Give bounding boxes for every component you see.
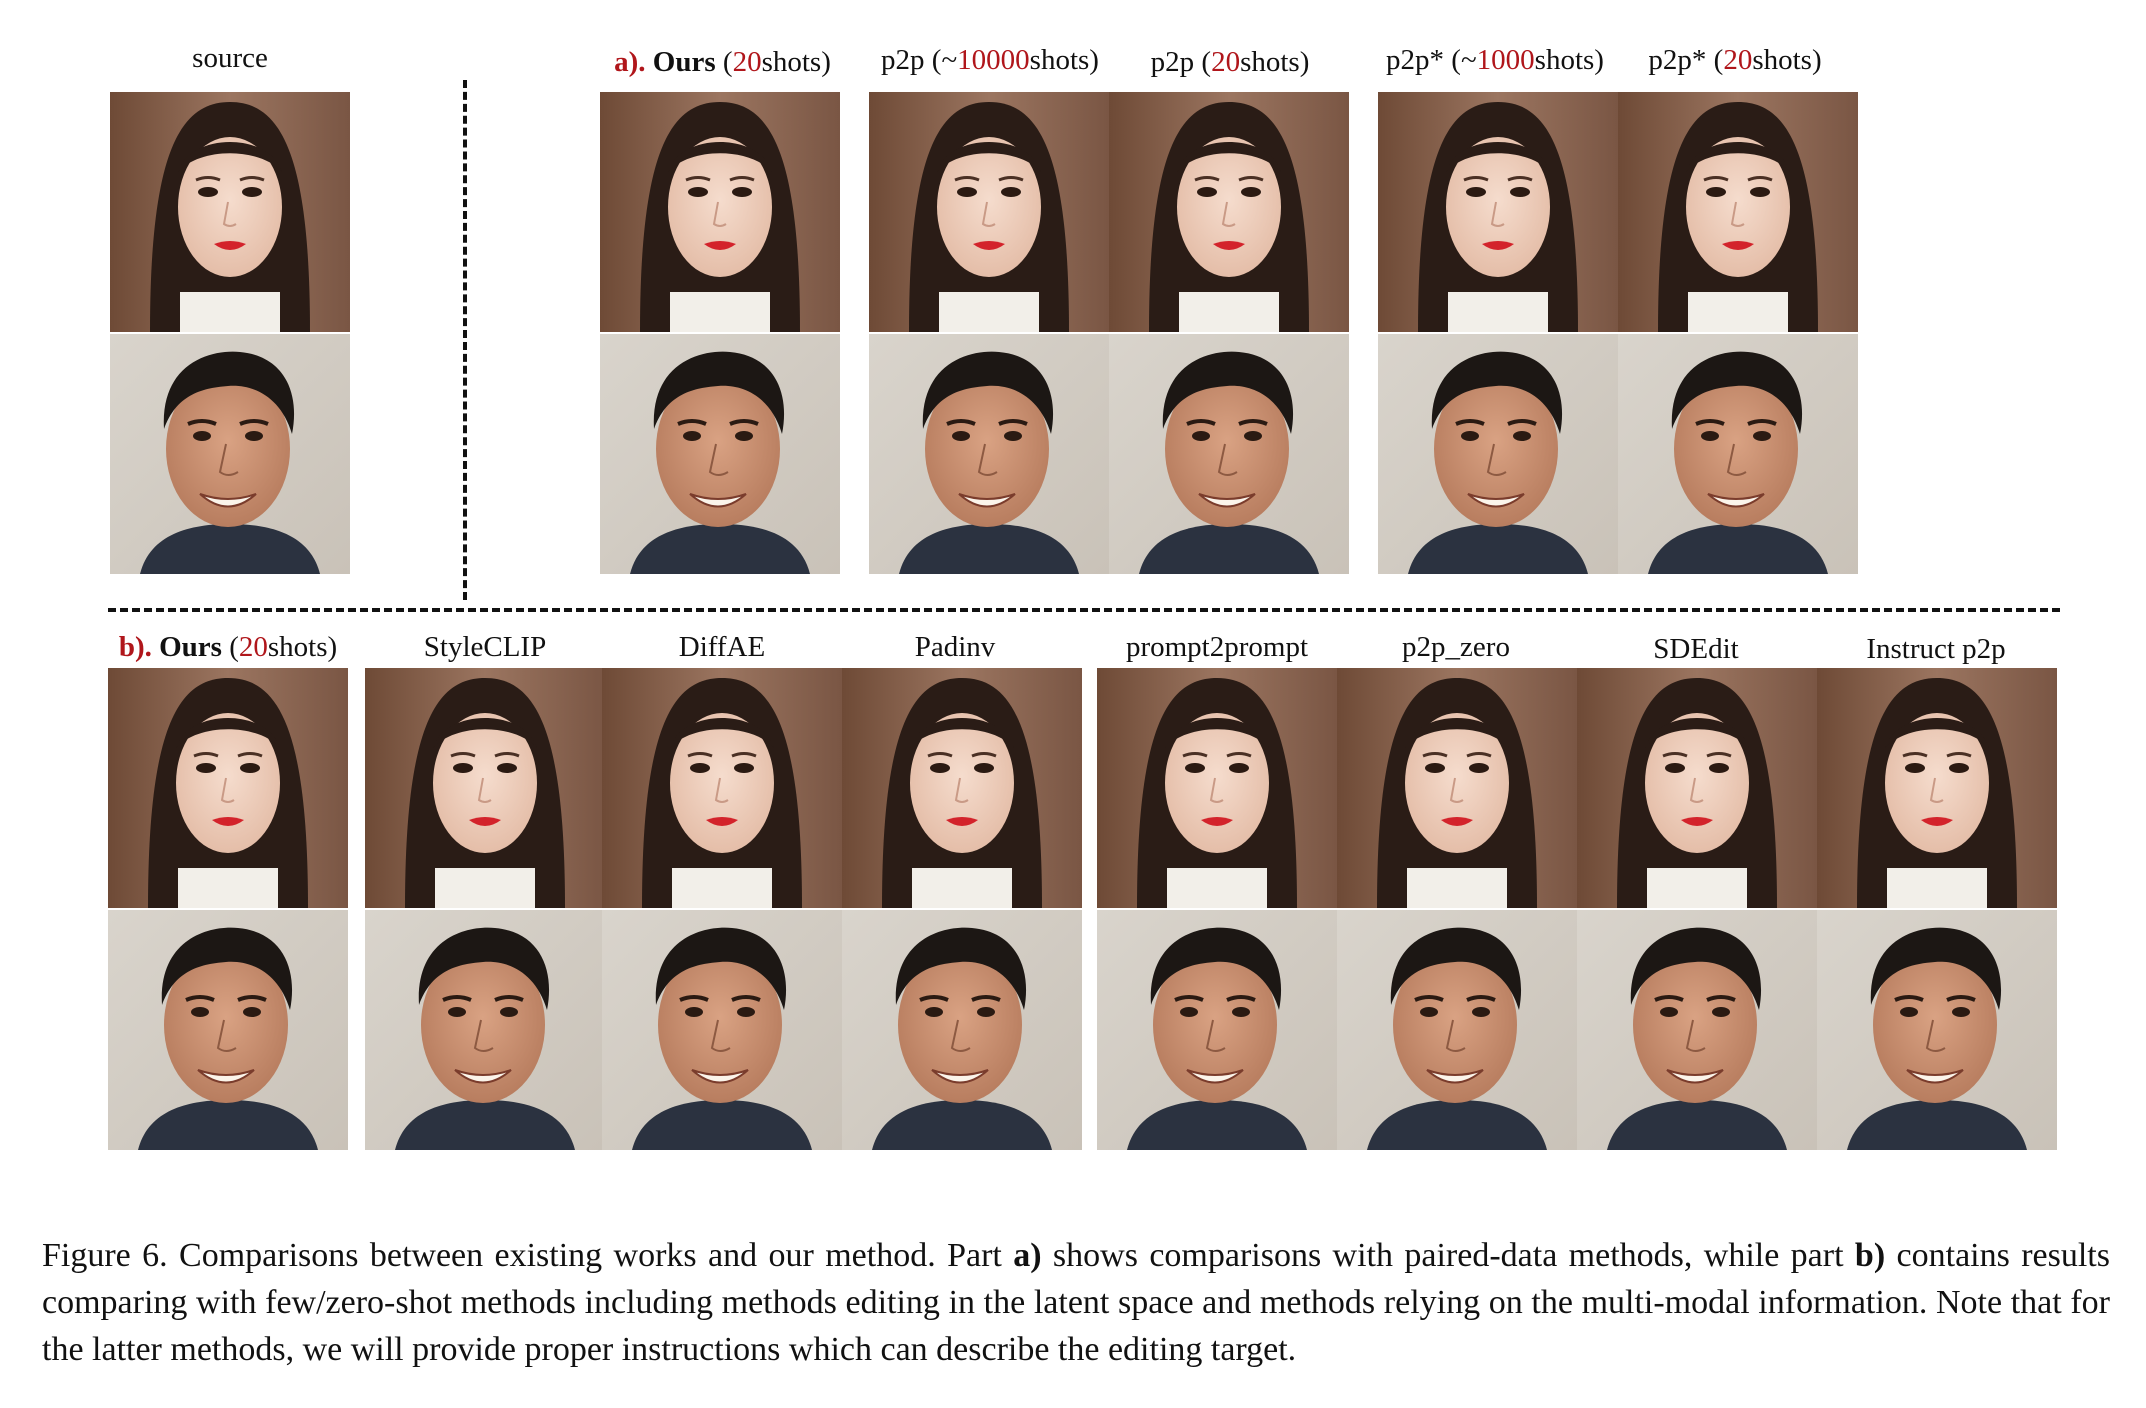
sdedit-female-image	[1577, 668, 1817, 908]
p2pstar-1000-female-image	[1378, 92, 1618, 332]
vertical-divider	[463, 80, 467, 600]
col-label-ours-a: a). Ours (20shots)	[614, 46, 831, 78]
col-label-diffae: DiffAE	[678, 631, 766, 663]
col-label-ours-b: b). Ours (20shots)	[118, 631, 338, 663]
p2p-10000-male-image	[869, 332, 1109, 576]
p2pstar-1000-male-image	[1378, 332, 1618, 576]
ours-a-female-image	[600, 92, 840, 332]
col-label-p2p-zero: p2p_zero	[1402, 631, 1510, 663]
padinv-female-image	[842, 668, 1082, 908]
p2pstar-20-female-image	[1618, 92, 1858, 332]
styleclip-female-image	[365, 668, 605, 908]
diffae-female-image	[602, 668, 842, 908]
source-male-image	[110, 332, 350, 576]
ours-b-female-image	[108, 668, 348, 908]
col-label-sdedit: SDEdit	[1653, 633, 1739, 665]
col-label-prompt2prompt: prompt2prompt	[1125, 631, 1309, 663]
prompt2prompt-male-image	[1097, 908, 1337, 1152]
p2pstar-20-male-image	[1618, 332, 1858, 576]
ours-b-male-image	[108, 908, 348, 1152]
col-label-p2pstar-20: p2p* (20shots)	[1648, 44, 1822, 76]
styleclip-male-image	[365, 908, 605, 1152]
col-label-p2pstar-1000: p2p* (~1000shots)	[1386, 44, 1604, 76]
source-female-image	[110, 92, 350, 332]
diffae-male-image	[602, 908, 842, 1152]
p2p-zero-female-image	[1337, 668, 1577, 908]
p2p-20-female-image	[1109, 92, 1349, 332]
figure-caption: Figure 6. Comparisons between existing w…	[42, 1237, 2110, 1368]
col-label-instruct-p2p: Instruct p2p	[1866, 633, 2006, 665]
instruct-p2p-male-image	[1817, 908, 2057, 1152]
p2p-20-male-image	[1109, 332, 1349, 576]
ours-a-male-image	[600, 332, 840, 576]
horizontal-divider	[108, 608, 2060, 612]
col-label-padinv: Padinv	[914, 631, 996, 663]
col-label-styleclip: StyleCLIP	[423, 631, 547, 663]
padinv-male-image	[842, 908, 1082, 1152]
p2p-10000-female-image	[869, 92, 1109, 332]
p2p-zero-male-image	[1337, 908, 1577, 1152]
source-label: source	[192, 42, 268, 74]
col-label-p2p-10000: p2p (~10000shots)	[881, 44, 1099, 76]
col-label-p2p-20: p2p (20shots)	[1150, 46, 1310, 78]
instruct-p2p-female-image	[1817, 668, 2057, 908]
sdedit-male-image	[1577, 908, 1817, 1152]
prompt2prompt-female-image	[1097, 668, 1337, 908]
